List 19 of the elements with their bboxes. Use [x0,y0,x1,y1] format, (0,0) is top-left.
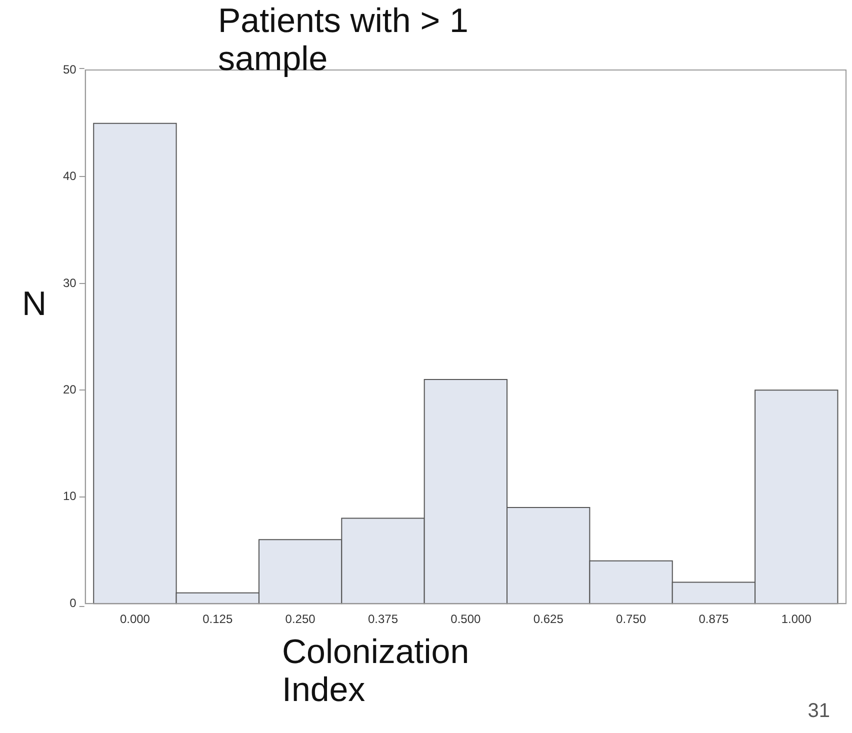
x-tick-label: 0.375 [368,612,398,626]
x-tick-label: 0.125 [202,612,233,626]
x-tick-label: 0.250 [285,612,316,626]
chart-title: Patients with > 1 sample [218,2,470,78]
y-tick-label: 40 [62,169,77,184]
x-tick-label: 0.500 [450,612,482,626]
x-axis-title: Colonization Index [282,633,470,709]
y-tick-label: 10 [62,489,77,504]
y-tick-label: 50 [62,62,77,76]
y-tick-label: 20 [62,382,77,396]
y-axis-title: N [22,285,47,323]
x-tick-label: 0.625 [533,612,564,626]
x-tick-label: 0.875 [698,612,730,626]
x-tick-label: 1.000 [781,612,812,626]
text: 31 [808,700,830,723]
x-tick-label: 0.000 [120,612,150,626]
y-tick-label: 30 [62,276,77,290]
y-tick-label: 0 [70,596,77,610]
x-tick-label: 0.750 [616,612,646,626]
